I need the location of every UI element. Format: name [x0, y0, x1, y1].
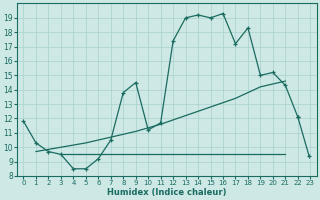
- X-axis label: Humidex (Indice chaleur): Humidex (Indice chaleur): [107, 188, 227, 197]
